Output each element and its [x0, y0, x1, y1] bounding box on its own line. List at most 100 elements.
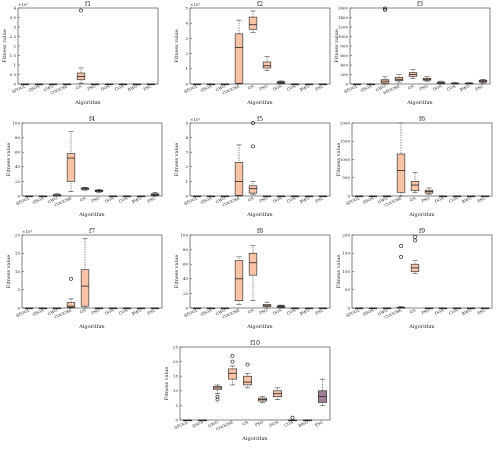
y-tick-label: 0: [347, 193, 350, 198]
y-tick-label: 0.5: [10, 72, 17, 77]
y-axis-label: Fitness value: [174, 143, 180, 177]
x-tick-label: SPOGL: [345, 307, 361, 318]
outlier-point: [230, 353, 235, 358]
x-tick-label: GA: [407, 83, 415, 90]
axis-multiplier: ×10⁸: [190, 117, 200, 122]
x-axis-label: Algorithm: [406, 100, 433, 106]
x-axis-label: Algorithm: [78, 212, 105, 218]
x-tick-label: GA: [75, 83, 83, 90]
x-tick-label: GWO: [207, 419, 219, 428]
x-tick-label: COA: [286, 195, 297, 203]
x-tick-label: BWO: [461, 195, 473, 204]
y-tick-label: 500: [342, 175, 350, 180]
chart-panel-f5: f5 ×10⁸ 0 1 2 3 4 5 Fitness value Algorithm SPOGL S…: [174, 116, 331, 218]
chart-title: f3: [417, 1, 423, 8]
outlier-point: [215, 394, 220, 399]
x-tick-label: SPOGL: [343, 83, 359, 94]
x-axis-label: Algorithm: [246, 212, 273, 218]
x-tick-label: ESC: [314, 307, 324, 315]
x-tick-label: DOA: [432, 83, 443, 92]
axis-multiplier: ×10⁵: [190, 2, 200, 7]
x-axis-label: Algorithm: [241, 436, 268, 442]
y-tick-label: 4: [185, 21, 188, 26]
x-tick-label: SPOGL: [345, 195, 361, 206]
y-tick-label: 20: [183, 291, 189, 296]
chart-panel-f7: f7 ×10⁴ 0 5 10 15 20 Fitness value Algorithm SPOG…: [6, 228, 163, 330]
x-tick-label: GWO: [47, 307, 59, 316]
y-tick-label: 0: [347, 305, 350, 310]
chart-panel-f6: f6 0 500 1000 1500 2000 Fitness value Algorithm…: [336, 116, 493, 218]
y-tick-label: 1600: [338, 5, 349, 10]
outlier-point: [69, 276, 73, 281]
x-tick-label: GA: [79, 195, 87, 202]
x-tick-label: COA: [448, 307, 459, 315]
x-tick-label: DOA: [272, 307, 283, 316]
y-tick-label: 2000: [340, 120, 351, 125]
x-tick-label: SPOGL: [15, 195, 31, 206]
y-tick-label: 5: [185, 5, 188, 10]
chart-title: f10: [250, 340, 260, 347]
y-tick-label: 200: [340, 72, 348, 77]
y-tick-label: 80: [15, 135, 21, 140]
x-tick-label: ESC: [142, 83, 152, 91]
chart-title: f1: [85, 1, 91, 8]
outlier-point: [413, 234, 417, 239]
y-tick-label: 60: [15, 150, 21, 155]
y-tick-label: 800: [340, 43, 348, 48]
y-tick-label: 3: [13, 24, 16, 29]
x-tick-label: ESC: [314, 419, 324, 427]
x-tick-label: SSOA: [360, 83, 373, 92]
x-tick-label: BWO: [459, 83, 471, 92]
x-tick-label: DOA: [434, 307, 445, 316]
y-tick-label: 200: [342, 232, 350, 237]
y-tick-label: 3: [185, 36, 188, 41]
x-tick-label: BWO: [127, 83, 139, 92]
x-tick-label: PSO: [86, 83, 97, 92]
x-tick-label: PSO: [90, 195, 101, 204]
outlier-point: [230, 359, 235, 364]
chart-panel-f4: f4 0 20 40 60 80 100 Fitness value Algorithm SPOG…: [6, 116, 163, 218]
x-tick-label: SPOGL: [11, 83, 27, 94]
y-tick-label: 400: [340, 62, 348, 67]
y-tick-label: 1.5: [10, 53, 17, 58]
chart-title: f5: [257, 116, 263, 123]
x-axis-label: Algorithm: [246, 100, 273, 106]
x-axis-label: Algorithm: [408, 324, 435, 330]
outlier-point: [383, 7, 387, 12]
y-tick-label: 0: [345, 81, 348, 86]
y-tick-label: 1000: [340, 157, 351, 162]
y-tick-label: 1400: [338, 15, 349, 20]
x-tick-label: SPOGL: [183, 83, 199, 94]
x-tick-label: SSOA: [32, 195, 45, 204]
plot-frame: [351, 122, 493, 197]
y-tick-label: 0: [185, 193, 188, 198]
x-tick-label: BWO: [461, 307, 473, 316]
y-tick-label: 2.5: [10, 34, 17, 39]
y-tick-label: 3.5: [10, 15, 17, 20]
outlier-point: [399, 244, 403, 248]
y-tick-label: 4: [13, 5, 16, 10]
outlier-point: [79, 8, 83, 13]
y-tick-label: 3: [185, 150, 188, 155]
x-tick-label: ESC: [146, 195, 156, 203]
y-tick-label: 15: [173, 374, 179, 379]
x-tick-label: GA: [247, 195, 255, 202]
x-tick-label: GWO: [215, 195, 227, 204]
x-tick-label: COA: [283, 419, 294, 427]
x-tick-label: DOA: [272, 83, 283, 92]
chart-title: f9: [419, 228, 425, 235]
x-tick-label: PSO: [258, 307, 269, 316]
y-tick-label: 5: [185, 120, 188, 125]
x-tick-label: COOGSE: [215, 419, 234, 431]
x-tick-label: SPOGL: [183, 195, 199, 206]
y-tick-label: 2: [185, 164, 188, 169]
box: [396, 153, 406, 193]
box: [248, 16, 258, 30]
x-tick-label: PSO: [254, 419, 265, 428]
chart-panel-f3: f3 0 200 400 600 800 1000 1200 1400 1600 Fitness v…: [334, 1, 491, 106]
x-tick-label: DOA: [104, 195, 115, 204]
plot-frame: [351, 234, 493, 309]
box: [234, 33, 244, 84]
outlier-point: [245, 362, 250, 367]
chart-title: f7: [89, 228, 95, 235]
